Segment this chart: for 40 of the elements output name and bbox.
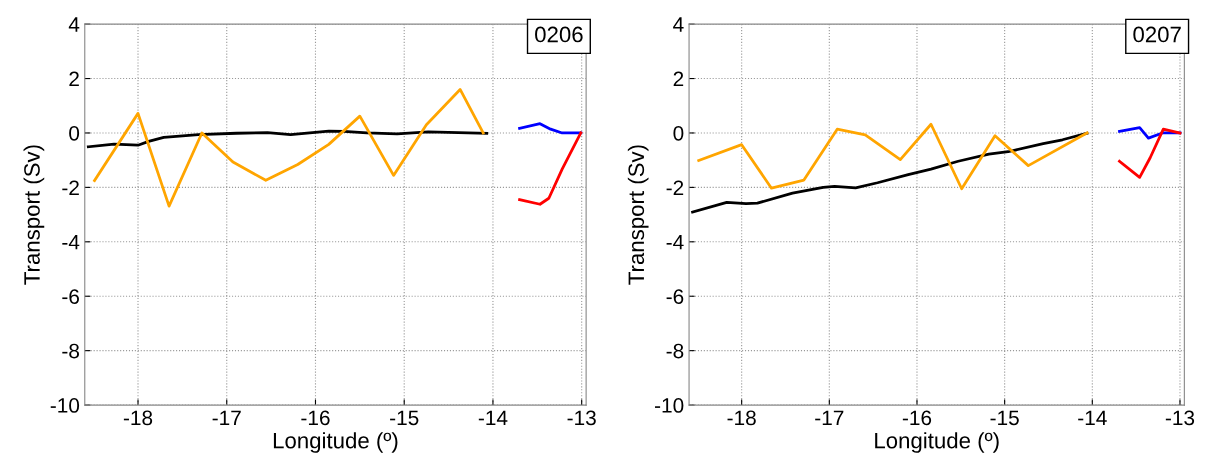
line-series <box>518 131 583 206</box>
y-tick-label: -2 <box>62 180 79 195</box>
y-tick-label: -10 <box>655 398 684 413</box>
x-tick-label: -15 <box>990 410 1019 426</box>
x-tick-label: -16 <box>902 410 932 426</box>
y-tick-label: 2 <box>69 71 79 87</box>
y-tick-label: 2 <box>673 71 684 87</box>
x-tick-label: -13 <box>567 410 596 426</box>
x-axis-title: Longitude (º) <box>875 432 999 453</box>
y-tick-label: -8 <box>666 343 684 359</box>
annotation: 0207 <box>1133 26 1181 43</box>
x-tick-label: -14 <box>478 410 508 426</box>
y-tick-label: -10 <box>50 398 80 413</box>
y-tick-label: 0 <box>69 125 80 141</box>
y-tick-label: -4 <box>62 235 80 250</box>
y-tick-label: 4 <box>673 17 684 32</box>
y-tick-label: 4 <box>68 17 80 32</box>
x-tick-label: -16 <box>301 410 330 426</box>
y-axis-title: Transport (Sv) <box>627 145 649 285</box>
y-axis-title: Transport (Sv) <box>23 145 45 285</box>
x-tick-label: -13 <box>1165 410 1195 426</box>
line-series <box>691 131 1089 214</box>
x-tick-label: -14 <box>1078 410 1107 426</box>
y-tick-label: -2 <box>666 180 684 195</box>
x-tick-label: -15 <box>390 410 419 426</box>
line-series <box>697 122 1089 191</box>
x-tick-label: -17 <box>212 410 241 426</box>
y-tick-label: -6 <box>666 289 684 304</box>
x-tick-label: -18 <box>727 410 756 426</box>
y-tick-label: -8 <box>62 343 79 359</box>
y-tick-label: -6 <box>62 289 79 304</box>
x-axis-title: Longitude (º) <box>273 432 398 453</box>
line-series <box>1118 127 1182 179</box>
x-tick-label: -18 <box>123 410 153 426</box>
y-tick-label: 0 <box>673 125 684 141</box>
line-series <box>93 88 485 208</box>
line-series <box>86 129 489 149</box>
annotation: 0206 <box>535 26 583 43</box>
x-tick-label: -17 <box>815 410 844 426</box>
y-tick-label: -4 <box>666 235 684 250</box>
